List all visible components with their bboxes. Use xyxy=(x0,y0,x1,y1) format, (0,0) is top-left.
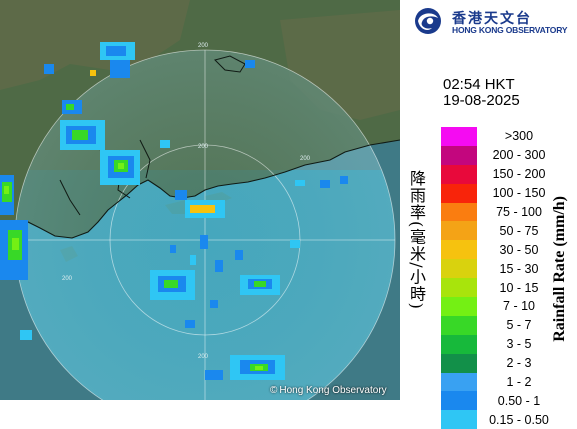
hko-swirl-logo-icon xyxy=(415,8,441,34)
legend-swatch xyxy=(441,240,477,260)
legend-swatch xyxy=(441,127,477,146)
legend-range-label: 7 - 10 xyxy=(503,299,535,314)
legend-row: 15 - 30 xyxy=(441,259,561,279)
legend-swatch xyxy=(441,297,477,316)
coastline xyxy=(0,139,400,239)
radar-date: 19-08-2025 xyxy=(443,92,520,109)
legend-range-label: 0.15 - 0.50 xyxy=(489,412,549,427)
legend-swatch xyxy=(441,202,477,222)
legend-swatch xyxy=(441,353,477,373)
legend-range-label: 100 - 150 xyxy=(492,186,546,201)
legend-range-label: 10 - 15 xyxy=(499,280,539,295)
legend-swatch xyxy=(441,259,477,279)
radar-map[interactable]: 200 200 200 200 200 xyxy=(0,0,400,400)
legend-row: 50 - 75 xyxy=(441,221,561,241)
range-ring-label-south: 200 xyxy=(198,354,209,360)
copyright-notice: © Hong Kong Observatory xyxy=(270,385,387,396)
legend-swatch xyxy=(441,334,477,354)
legend-range-label: 50 - 75 xyxy=(499,223,539,238)
legend-row: >300 xyxy=(441,127,561,146)
legend-row: 1 - 2 xyxy=(441,372,561,392)
legend-row: 100 - 150 xyxy=(441,183,561,203)
legend-swatch xyxy=(441,145,477,165)
legend-range-label: 0.50 - 1 xyxy=(497,393,541,408)
legend-swatch xyxy=(441,315,477,335)
legend-range-label: >300 xyxy=(504,129,534,144)
range-ring-label-east: 200 xyxy=(300,156,311,162)
legend-swatch xyxy=(441,391,477,411)
legend-swatch xyxy=(441,183,477,203)
legend-row: 150 - 200 xyxy=(441,164,561,184)
rainfall-rate-label-zh: 降雨率(毫米/小時) xyxy=(407,170,426,310)
radar-map-canvas: 200 200 200 200 200 xyxy=(0,0,400,400)
legend-range-label: 30 - 50 xyxy=(499,242,539,257)
observatory-name-zh: 香港天文台 xyxy=(452,11,532,27)
legend-range-label: 3 - 5 xyxy=(506,337,532,352)
rainfall-rate-label-en: Rainfall Rate (mm/h) xyxy=(551,196,568,342)
legend-swatch xyxy=(441,372,477,392)
range-ring-label-west: 200 xyxy=(62,276,73,282)
copyright-text: Hong Kong Observatory xyxy=(279,385,387,396)
legend-row: 75 - 100 xyxy=(441,202,561,222)
legend-swatch xyxy=(441,278,477,298)
legend-swatch xyxy=(441,164,477,184)
legend-row: 0.50 - 1 xyxy=(441,391,561,411)
legend-row: 7 - 10 xyxy=(441,297,561,316)
legend-range-label: 15 - 30 xyxy=(499,261,539,276)
legend-range-label: 75 - 100 xyxy=(496,205,542,219)
legend-range-label: 5 - 7 xyxy=(506,318,532,333)
legend-row: 200 - 300 xyxy=(441,145,561,165)
legend-row: 0.15 - 0.50 xyxy=(441,410,561,429)
legend-range-label: 150 - 200 xyxy=(492,167,546,182)
legend-row: 5 - 7 xyxy=(441,315,561,335)
observatory-name-en: HONG KONG OBSERVATORY xyxy=(452,25,568,35)
legend-swatch xyxy=(441,410,477,429)
reservoir-outline xyxy=(214,55,246,73)
legend-row: 30 - 50 xyxy=(441,240,561,260)
rainfall-legend: >300 200 - 300 150 - 200 100 - 150 75 - 100 5… xyxy=(441,127,561,429)
legend-swatch xyxy=(441,221,477,241)
range-ring-label-top: 200 xyxy=(198,43,209,49)
radar-time: 02:54 HKT xyxy=(443,76,515,93)
range-ring-label-inner: 200 xyxy=(198,144,209,150)
legend-panel: 香港天文台 HONG KONG OBSERVATORY 02:54 HKT 19… xyxy=(400,0,577,429)
rain-echoes xyxy=(0,42,348,380)
legend-range-label: 200 - 300 xyxy=(492,148,546,163)
copyright-symbol: © xyxy=(270,385,278,396)
legend-row: 2 - 3 xyxy=(441,353,561,373)
legend-range-label: 1 - 2 xyxy=(506,375,532,390)
legend-range-label: 2 - 3 xyxy=(506,356,532,371)
legend-row: 10 - 15 xyxy=(441,278,561,298)
legend-row: 3 - 5 xyxy=(441,334,561,354)
